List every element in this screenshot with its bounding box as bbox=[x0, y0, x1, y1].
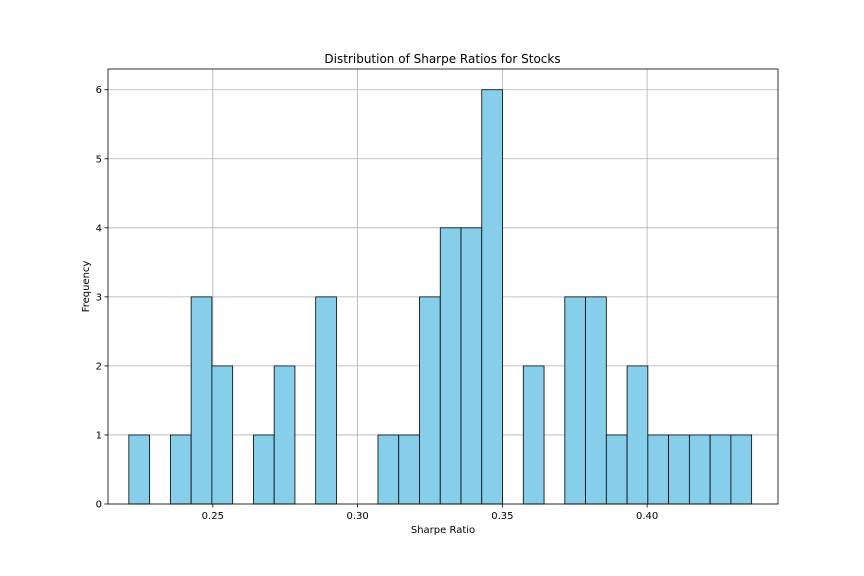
y-axis-label: Frequency bbox=[81, 261, 92, 313]
x-tick-label: 0.40 bbox=[636, 511, 658, 522]
histogram-bar bbox=[419, 296, 441, 505]
histogram-bar bbox=[668, 434, 690, 505]
histogram-bar bbox=[626, 365, 649, 505]
y-axis-ticks: 0 1 2 3 4 5 6 bbox=[96, 85, 108, 511]
chart-title: Distribution of Sharpe Ratios for Stocks bbox=[324, 52, 560, 66]
y-tick-label: 4 bbox=[96, 223, 102, 234]
histogram-bar bbox=[460, 227, 483, 505]
y-tick-label: 5 bbox=[96, 154, 102, 165]
histogram-bars bbox=[128, 89, 753, 505]
histogram-bar bbox=[585, 296, 607, 505]
histogram-bar bbox=[522, 365, 545, 505]
histogram-bar bbox=[377, 434, 400, 505]
x-tick-label: 0.30 bbox=[346, 511, 368, 522]
y-tick-label: 3 bbox=[96, 292, 102, 303]
histogram-bar bbox=[709, 434, 732, 505]
x-tick-label: 0.25 bbox=[202, 511, 224, 522]
y-tick-label: 2 bbox=[96, 361, 102, 372]
histogram-bar bbox=[169, 434, 192, 505]
y-tick-label: 0 bbox=[96, 500, 102, 511]
y-tick-label: 1 bbox=[96, 430, 102, 441]
x-axis-label: Sharpe Ratio bbox=[411, 525, 475, 536]
y-tick-label: 6 bbox=[96, 85, 102, 96]
histogram-bar bbox=[190, 296, 213, 505]
histogram-bar bbox=[439, 227, 462, 505]
histogram-bar bbox=[688, 434, 711, 505]
histogram-bar bbox=[481, 89, 503, 505]
histogram-bar bbox=[605, 434, 628, 505]
histogram-bar bbox=[253, 434, 275, 505]
histogram-bar bbox=[564, 296, 586, 505]
histogram-bar bbox=[315, 296, 337, 505]
plot-frame bbox=[107, 68, 779, 505]
histogram-bar bbox=[647, 434, 670, 505]
histogram-bar bbox=[273, 365, 296, 505]
histogram-bar bbox=[398, 434, 420, 505]
x-tick-label: 0.35 bbox=[491, 511, 513, 522]
histogram-bar bbox=[730, 434, 753, 505]
x-axis-ticks: 0.25 0.30 0.35 0.40 bbox=[202, 504, 658, 522]
histogram-bar bbox=[128, 434, 151, 505]
histogram-bar bbox=[211, 365, 234, 505]
